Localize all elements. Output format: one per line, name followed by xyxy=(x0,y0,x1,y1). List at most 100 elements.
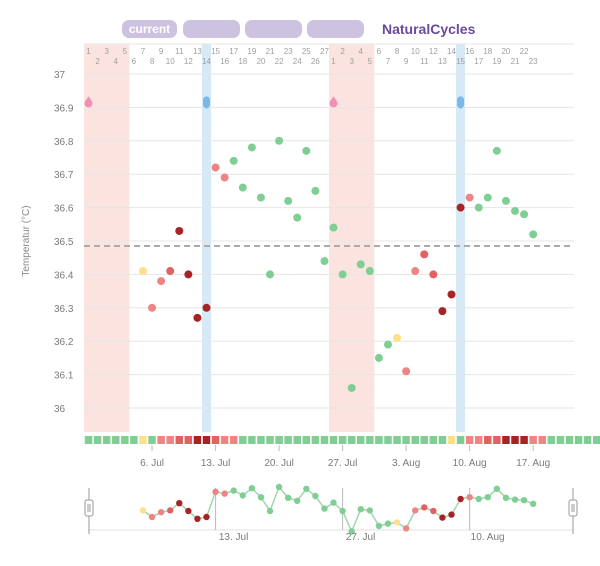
cycle-day-label: 10 xyxy=(411,47,420,56)
temperature-point[interactable] xyxy=(320,257,329,266)
cycle-day-label: 20 xyxy=(501,47,510,56)
temperature-point[interactable] xyxy=(275,136,284,145)
navigator-point xyxy=(303,485,310,492)
temperature-point[interactable] xyxy=(411,267,420,276)
temperature-point[interactable] xyxy=(529,230,538,239)
temperature-point[interactable] xyxy=(501,196,510,205)
navigator-point xyxy=(421,504,428,511)
temperature-point[interactable] xyxy=(438,307,447,316)
cycle-day-label: 13 xyxy=(193,47,202,56)
x-tick-label: 3. Aug xyxy=(392,458,420,469)
navigator-point xyxy=(194,515,201,522)
temperature-point[interactable] xyxy=(474,203,483,212)
navigator-handle-left[interactable] xyxy=(84,488,94,534)
temperature-point[interactable] xyxy=(175,226,184,235)
x-tick-label: 13. Jul xyxy=(201,458,230,469)
navigator-point xyxy=(185,507,192,515)
temperature-point[interactable] xyxy=(420,250,429,259)
status-cell xyxy=(139,436,147,444)
x-tick-label: 10. Aug xyxy=(453,458,487,469)
status-cell xyxy=(347,436,356,444)
cycle-bands xyxy=(84,44,466,432)
temperature-point[interactable] xyxy=(138,267,147,276)
temperature-point[interactable] xyxy=(447,290,456,299)
cycle-day-label: 27 xyxy=(320,47,329,56)
status-cell xyxy=(538,436,546,444)
navigator-point xyxy=(248,485,256,492)
temperature-point[interactable] xyxy=(211,163,220,172)
cycle-day-labels: 1234567891011121314151617181920212223242… xyxy=(86,47,538,66)
temperature-point[interactable] xyxy=(202,303,211,312)
navigator-point xyxy=(529,500,537,507)
status-cell xyxy=(193,436,202,444)
temperature-point[interactable] xyxy=(293,213,302,222)
temperature-point[interactable] xyxy=(347,383,356,392)
temperature-point[interactable] xyxy=(148,303,157,312)
navigator-point xyxy=(384,520,392,527)
y-tick-label: 36.7 xyxy=(54,170,74,181)
temperature-point[interactable] xyxy=(374,353,383,362)
tab-2[interactable] xyxy=(183,20,240,38)
temperature-point[interactable] xyxy=(193,313,202,322)
y-tick-label: 36.6 xyxy=(54,204,74,215)
temperature-point[interactable] xyxy=(456,203,465,212)
navigator-point xyxy=(430,507,437,515)
navigator-point xyxy=(203,513,210,521)
tab-4[interactable] xyxy=(307,20,364,38)
brand-name: NaturalCycles xyxy=(382,21,476,37)
temperature-point[interactable] xyxy=(365,267,374,276)
status-cell xyxy=(411,436,419,444)
temperature-point[interactable] xyxy=(511,206,520,215)
temperature-point[interactable] xyxy=(483,193,492,202)
navigator-point xyxy=(439,514,446,521)
temperature-point[interactable] xyxy=(302,146,311,155)
y-axis: 37 36.9 36.8 36.7 36.6 36.5 36.4 36.3 36.2 36.1 36… xyxy=(21,70,74,415)
cycle-day-label: 20 xyxy=(256,57,265,66)
temperature-point[interactable] xyxy=(393,333,402,342)
cycle-day-label: 15 xyxy=(211,47,220,56)
navigator-point xyxy=(284,494,292,501)
temperature-point[interactable] xyxy=(402,367,411,376)
period-drop-icon xyxy=(329,96,338,108)
period-band xyxy=(329,44,375,432)
temperature-point[interactable] xyxy=(157,277,166,286)
status-cell xyxy=(583,436,592,444)
cycle-day-label: 7 xyxy=(386,57,391,66)
temperature-point[interactable] xyxy=(429,270,438,279)
navigator-point xyxy=(475,495,482,503)
temperature-point[interactable] xyxy=(383,340,392,349)
handle-grip[interactable] xyxy=(568,499,578,517)
temperature-point[interactable] xyxy=(329,223,338,232)
temperature-point[interactable] xyxy=(247,143,256,152)
temperature-point[interactable] xyxy=(492,146,501,155)
status-cell xyxy=(121,436,129,444)
temperature-point[interactable] xyxy=(256,193,265,202)
cycle-day-label: 6 xyxy=(377,47,382,56)
cycle-day-label: 23 xyxy=(529,57,538,66)
temperature-point[interactable] xyxy=(356,260,365,269)
temperature-point[interactable] xyxy=(311,186,320,195)
status-cell xyxy=(239,436,247,444)
temperature-point[interactable] xyxy=(520,210,529,219)
temperature-point[interactable] xyxy=(238,183,247,192)
temperature-point[interactable] xyxy=(338,270,347,279)
temperature-point[interactable] xyxy=(184,270,193,279)
x-tick-label: 6. Jul xyxy=(140,458,164,469)
temperature-point[interactable] xyxy=(465,193,474,202)
status-cell xyxy=(375,436,383,444)
handle-grip[interactable] xyxy=(84,499,94,517)
navigator-line xyxy=(142,485,534,534)
navigator-handle-right[interactable] xyxy=(568,488,578,534)
temperature-point[interactable] xyxy=(166,267,175,276)
temperature-point[interactable] xyxy=(220,173,229,182)
temperature-point[interactable] xyxy=(266,270,275,279)
tab-current[interactable]: current xyxy=(122,20,177,38)
range-navigator[interactable]: 13. Jul 27. Jul 10. Aug xyxy=(84,483,578,543)
temperature-point[interactable] xyxy=(229,156,238,165)
navigator-point xyxy=(493,485,501,492)
tab-3[interactable] xyxy=(245,20,302,38)
cycle-day-label: 2 xyxy=(95,57,100,66)
temperature-point[interactable] xyxy=(284,196,293,205)
